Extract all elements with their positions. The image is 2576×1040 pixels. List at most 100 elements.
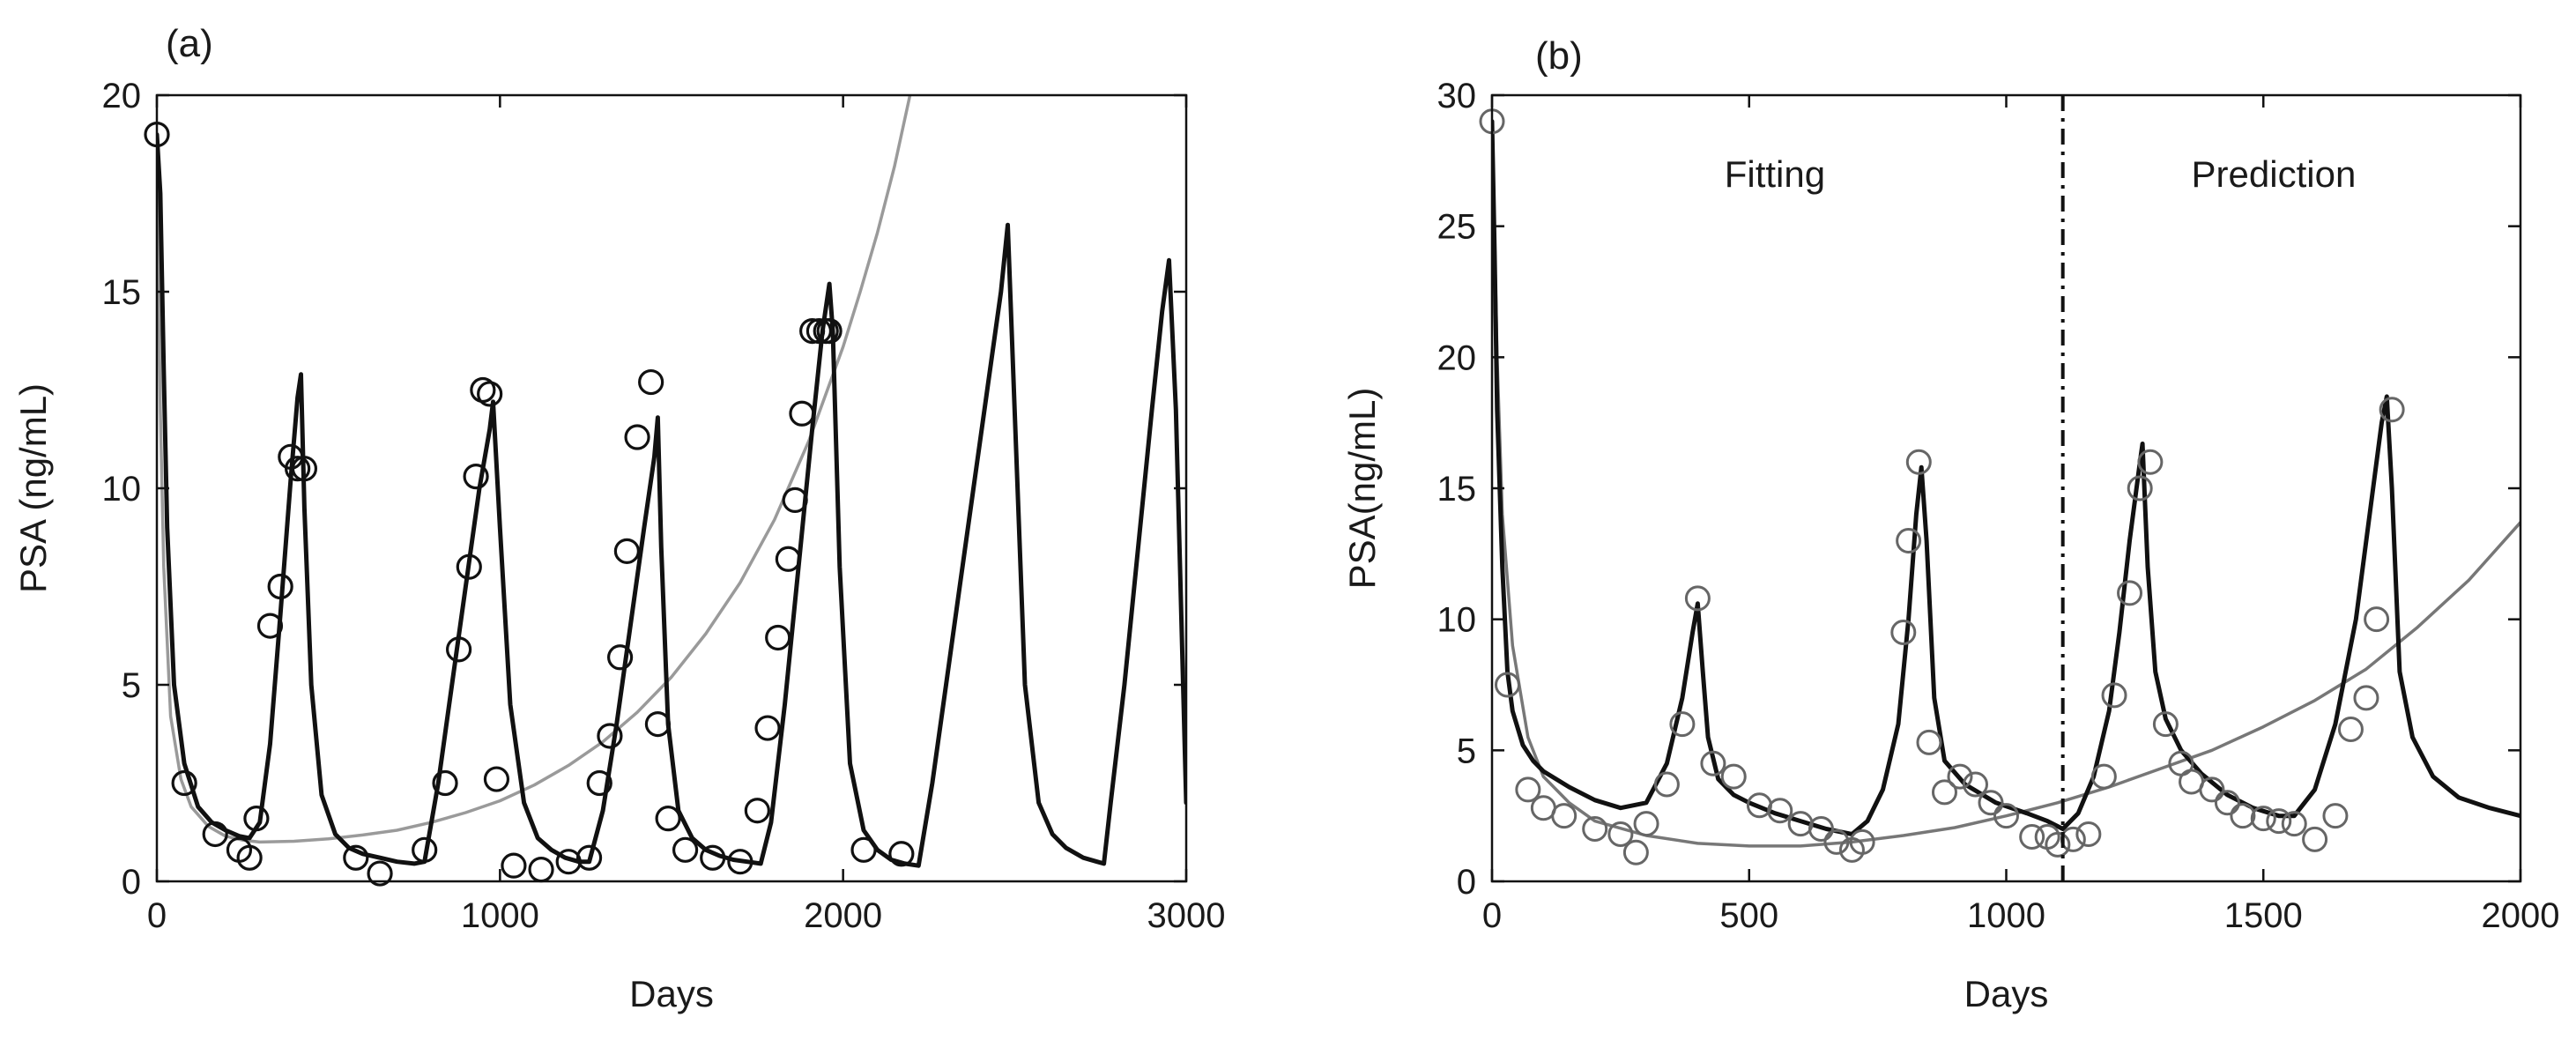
data-point [1582, 816, 1608, 843]
data-point [343, 844, 369, 871]
data-point [2364, 606, 2390, 633]
data-point [267, 573, 293, 600]
fitting-annotation: Fitting [1725, 153, 1825, 195]
y-axis-label: PSA(ng/mL) [1341, 388, 1383, 590]
panel-b: 0 500 1000 1500 2000 0 5 10 15 20 25 30 Days PSA(ng/m… [1341, 34, 2559, 1014]
y-tick-label: 10 [102, 470, 142, 509]
data-point [2266, 808, 2292, 835]
data-point [2199, 776, 2225, 803]
data-point [2137, 449, 2164, 475]
x-tick-label: 1000 [1967, 896, 2045, 935]
data-point [1916, 729, 1942, 755]
data-point [644, 710, 672, 738]
y-tick-label: 20 [1437, 338, 1477, 377]
exponential-growth-line [157, 95, 912, 844]
x-tick-label: 1500 [2224, 896, 2303, 935]
data-point [1700, 750, 1726, 776]
data-point [789, 400, 815, 427]
data-point [727, 849, 753, 875]
model-fit-line [157, 132, 1186, 868]
data-point [1905, 449, 1932, 475]
x-axis-label: Days [629, 973, 714, 1014]
x-axis-label: Days [1964, 973, 2049, 1014]
data-point [243, 806, 270, 832]
data-point [700, 844, 726, 871]
prediction-annotation: Prediction [2192, 153, 2357, 195]
data-point [775, 546, 801, 572]
exponential-growth-line [1492, 119, 2520, 848]
data-point [501, 852, 527, 879]
data-point [1978, 790, 2004, 816]
y-tick-label: 15 [1437, 470, 1477, 509]
data-point [1849, 828, 1875, 855]
y-axis-label: PSA (ng/mL) [12, 383, 54, 593]
data-point [624, 424, 650, 450]
data-point [456, 553, 482, 580]
data-point [1823, 828, 1850, 855]
y-tick-label: 15 [102, 273, 142, 312]
data-point [1495, 672, 1521, 698]
data-point [606, 644, 634, 671]
data-point [765, 624, 791, 651]
data-point [1515, 776, 1541, 803]
data-point [1607, 821, 1634, 847]
data-point [2302, 826, 2328, 852]
y-tick-label: 5 [122, 666, 141, 705]
data-point [1896, 527, 1922, 553]
data-point [744, 798, 770, 824]
data-point [2019, 823, 2045, 850]
data-point [2281, 811, 2307, 837]
x-tick-label: 3000 [1147, 896, 1226, 935]
data-point [2337, 717, 2364, 743]
data-point [1890, 620, 1917, 646]
data-point [2379, 397, 2405, 423]
panel-label: (a) [166, 22, 213, 65]
data-point [613, 538, 640, 564]
data-point [2090, 763, 2117, 790]
data-point [597, 723, 623, 749]
y-tick-label: 25 [1437, 208, 1477, 247]
plot-area [1492, 119, 2520, 848]
data-point [2152, 711, 2179, 738]
data-point [1633, 811, 1659, 837]
data-point [2214, 790, 2240, 816]
y-tick-label: 0 [1457, 863, 1476, 902]
data-point [2322, 803, 2349, 829]
data-point [256, 613, 284, 639]
data-point [1962, 771, 1988, 798]
data-point [1684, 585, 1711, 612]
data-point [754, 715, 781, 741]
panel-a: 0 1000 2000 3000 0 5 10 15 20 Days PSA (ng/mL) (a) [12, 22, 1225, 1014]
data-point [202, 821, 228, 848]
data-point [1551, 803, 1578, 829]
x-tick-label: 2000 [2482, 896, 2560, 935]
data-point [2101, 682, 2127, 709]
data-point [2353, 685, 2379, 711]
data-point [477, 381, 503, 407]
y-tick-label: 20 [102, 77, 142, 115]
data-point [586, 769, 612, 797]
data-point [171, 769, 197, 797]
data-point [782, 487, 808, 513]
data-point [1931, 779, 1957, 806]
model-fit-line [1492, 119, 2520, 836]
data-point [2117, 580, 2143, 606]
data-point [285, 456, 311, 482]
y-tick-label: 30 [1437, 77, 1477, 115]
data-point [1993, 803, 2019, 829]
panel-label: (b) [1535, 34, 1583, 78]
data-point [236, 844, 263, 871]
data-point [2127, 475, 2153, 501]
data-point [816, 318, 843, 345]
data-point [446, 636, 472, 663]
data-point [799, 318, 826, 345]
plot-area [157, 95, 1186, 868]
data-point [463, 464, 489, 490]
data-point [672, 836, 699, 863]
data-point [1808, 816, 1834, 843]
data-point [1720, 763, 1747, 790]
y-tick-label: 5 [1457, 732, 1476, 770]
data-point [432, 769, 458, 797]
data-point [555, 849, 582, 875]
